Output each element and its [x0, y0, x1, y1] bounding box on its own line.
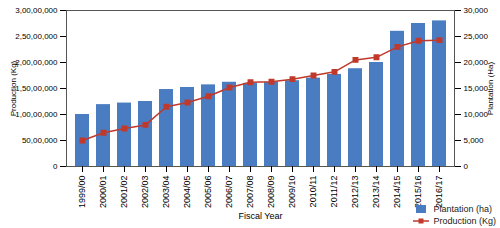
svg-text:2000/01: 2000/01: [98, 176, 108, 209]
svg-text:10,000: 10,000: [463, 110, 488, 120]
svg-text:2005/06: 2005/06: [203, 176, 213, 209]
svg-text:2004/05: 2004/05: [182, 176, 192, 209]
html-text:Plantation (ha): Plantation (ha): [433, 204, 492, 214]
svg-text:2012/13: 2012/13: [350, 176, 360, 209]
svg-text:2013/14: 2013/14: [371, 176, 381, 209]
svg-text:Fiscal Year: Fiscal Year: [238, 211, 282, 221]
svg-text:0: 0: [464, 162, 469, 171]
svg-text:Production (Kg): Production (Kg): [9, 60, 18, 116]
svg-text:50,00,000: 50,00,000: [22, 136, 58, 145]
svg-text:5,000: 5,000: [464, 136, 485, 145]
svg-text:2003/04: 2003/04: [161, 176, 171, 209]
svg-text:2008/09: 2008/09: [266, 176, 276, 209]
svg-text:25,000: 25,000: [464, 32, 489, 41]
svg-text:30,000: 30,000: [464, 6, 489, 15]
svg-text:0: 0: [53, 162, 58, 171]
svg-text:3,00,00,000: 3,00,00,000: [15, 6, 58, 15]
svg-text:2014/15: 2014/15: [392, 176, 402, 209]
svg-text:2009/10: 2009/10: [287, 176, 297, 209]
svg-text:15,000: 15,000: [463, 84, 488, 94]
svg-text:2006/07: 2006/07: [224, 176, 234, 209]
svg-text:1,50,00,000: 1,50,00,000: [15, 84, 58, 93]
svg-text:Plantation (Ha): Plantation (Ha): [486, 61, 495, 115]
svg-text:2015/16: 2015/16: [413, 176, 423, 209]
svg-text:2010/11: 2010/11: [308, 176, 318, 208]
svg-text:2007/08: 2007/08: [245, 176, 255, 209]
svg-text:2016/17: 2016/17: [434, 176, 444, 209]
svg-text:20,000: 20,000: [463, 58, 488, 68]
svg-text:1,00,00,000: 1,00,00,000: [15, 110, 58, 119]
svg-text:2002/03: 2002/03: [140, 176, 150, 209]
svg-text:2,50,00,000: 2,50,00,000: [15, 32, 58, 41]
svg-text:2001/02: 2001/02: [119, 176, 129, 209]
svg-text:2,00,00,000: 2,00,00,000: [15, 58, 58, 67]
html-text:Production (Kg): Production (Kg): [433, 216, 496, 226]
svg-text:2011/12: 2011/12: [329, 176, 339, 208]
svg-text:1999/00: 1999/00: [77, 176, 87, 209]
